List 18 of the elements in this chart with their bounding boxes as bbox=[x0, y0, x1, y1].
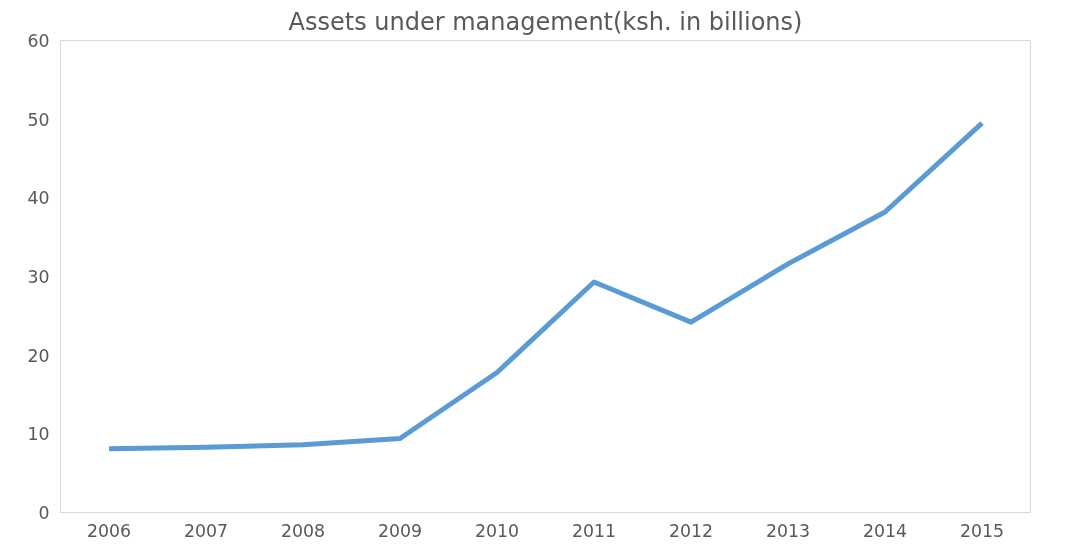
x-tick-label: 2008 bbox=[280, 520, 326, 541]
y-tick-label: 60 bbox=[27, 31, 50, 51]
x-tick-label: 2014 bbox=[862, 520, 908, 541]
x-tick-label: 2011 bbox=[571, 520, 617, 541]
y-tick-label: 50 bbox=[27, 109, 50, 130]
x-tick-label: 2007 bbox=[183, 520, 229, 541]
x-tick-label: 2013 bbox=[765, 520, 811, 541]
x-tick-label: 2006 bbox=[86, 520, 132, 541]
chart-title: Assets under management(ksh. in billions) bbox=[288, 7, 803, 36]
x-tick-label: 2015 bbox=[959, 520, 1005, 541]
x-tick-label: 2009 bbox=[377, 520, 423, 541]
y-tick-label: 20 bbox=[27, 345, 50, 366]
x-tick-label: 2010 bbox=[474, 520, 520, 541]
y-tick-label: 0 bbox=[38, 503, 50, 523]
y-tick-label: 40 bbox=[27, 188, 50, 209]
y-tick-label: 10 bbox=[27, 424, 50, 445]
x-tick-label: 2012 bbox=[668, 520, 714, 541]
y-tick-label: 30 bbox=[27, 267, 50, 287]
